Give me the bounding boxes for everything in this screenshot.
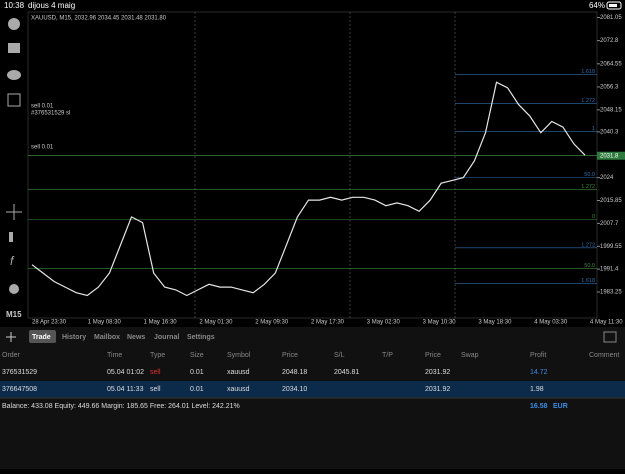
column-header: T/P [382,352,393,359]
crosshair-icon[interactable] [6,204,22,220]
cell-sl[interactable]: 2045.81 [334,369,359,376]
cell-price[interactable]: 2034.10 [282,386,307,393]
y-tick-label: 2081.05 [600,15,622,21]
y-tick-label: 2072.8 [600,38,619,44]
fib-label: 50.0 [584,172,595,178]
x-tick-label: 28 Apr 23:30 [32,320,67,326]
tab[interactable]: Journal [154,334,179,341]
fib-label: 1.272 [581,184,595,190]
column-header: Profit [530,352,546,359]
cell-order[interactable]: 376531529 [2,369,37,376]
y-tick-label: 2015.85 [600,198,622,204]
battery-icon [606,1,622,10]
cell-size[interactable]: 0.01 [190,369,204,376]
cell-current[interactable]: 2031.92 [425,369,450,376]
x-tick-label: 3 May 10:30 [423,320,457,326]
fib-label: 1 [592,126,595,132]
x-tick-label: 2 May 17:30 [311,320,345,326]
cell-type[interactable]: sell [150,369,161,376]
cell-current[interactable]: 2031.92 [425,386,450,393]
current-price-label: 2031.8 [600,153,619,159]
x-tick-label: 1 May 08:30 [88,320,122,326]
column-header: Symbol [227,352,251,359]
chart-header: XAUUSD, M15, 2032.96 2034.45 2031.48 203… [31,16,167,22]
battery-fill [609,4,617,7]
x-tick-label: 3 May 18:30 [478,320,512,326]
order-label: sell 0.01 [31,104,54,110]
column-header: Order [2,352,21,359]
cell-size[interactable]: 0.01 [190,386,204,393]
cell-profit[interactable]: 14.72 [530,369,548,376]
y-tick-label: 2024 [600,175,614,181]
x-tick-label: 3 May 02:30 [367,320,401,326]
cell-profit[interactable]: 1.98 [530,386,544,393]
x-tick-label: 4 May 11:30 [590,320,623,326]
y-tick-label: 2048.15 [600,107,622,113]
period-separators [194,12,456,318]
y-tick-label: 2007.7 [600,221,619,227]
column-header: Type [150,352,165,359]
objects-icon[interactable] [9,284,19,294]
x-tick-label: 4 May 03:30 [534,320,568,326]
column-header: S/L [334,352,345,359]
cell-price[interactable]: 2048.18 [282,369,307,376]
chat-icon[interactable] [7,70,21,80]
tab[interactable]: Trade [32,334,51,341]
date: dijous 4 maig [28,1,75,10]
add-icon[interactable] [7,93,21,107]
sidebar: f [6,18,22,294]
cell-time[interactable]: 05.04 11:33 [107,386,144,393]
fib-label: 1.272 [581,98,595,104]
cell-symbol[interactable]: xauusd [227,386,250,393]
x-tick-label: 2 May 09:30 [255,320,289,326]
fib-label: 1.272 [581,242,595,248]
fib-label: 50.0 [584,263,595,269]
tab[interactable]: History [62,334,86,341]
cell-time[interactable]: 05.04 01:02 [107,369,144,376]
cell-symbol[interactable]: xauusd [227,369,250,376]
selected-row [0,381,625,398]
tab-selected [29,330,56,343]
column-header: Price [425,352,441,359]
current-price-box [597,151,625,160]
x-tick-label: 1 May 16:30 [144,320,178,326]
layout-button[interactable] [603,331,617,343]
price-line [31,81,586,297]
account-icon[interactable] [8,18,20,30]
candles-icon[interactable] [9,232,13,242]
order-label: #376531529 sl [31,111,70,117]
y-tick-label: 1991.4 [600,267,619,273]
battery: 64% [589,1,605,10]
column-header: Price [282,352,298,359]
y-tick-label: 2064.55 [600,61,622,67]
indicator-icon[interactable]: f [10,254,15,268]
balance: Balance: 433.08 Equity: 449.66 Margin: 1… [2,403,240,410]
chart-frame [27,11,598,319]
y-tick-label: 2040.3 [600,129,619,135]
fib-label: 1.618 [581,69,595,75]
y-tick-label: 1999.55 [600,244,622,250]
y-tick-label: 1983.25 [600,290,622,296]
order-label: sell 0.01 [31,145,54,151]
column-header: Size [190,352,204,359]
cell-order[interactable]: 376647508 [2,386,37,393]
cell-type[interactable]: sell [150,386,161,393]
column-header: Swap [461,352,479,359]
fib-label: 0 [592,214,595,220]
total-profit: 16.58 [530,403,548,410]
y-tick-label: 2056.3 [600,85,619,91]
column-header: Time [107,352,122,359]
x-tick-label: 2 May 01:30 [199,320,233,326]
tab[interactable]: News [127,334,145,341]
currency: EUR [553,403,568,410]
fib-label: 1.618 [581,278,595,284]
clock: 10:38 [4,1,25,10]
tab[interactable]: Mailbox [94,334,120,341]
tab[interactable]: Settings [187,334,215,341]
timeframe[interactable]: M15 [6,310,22,319]
trade-icon[interactable] [8,43,20,53]
column-header: Comment [589,352,619,359]
new-order[interactable] [6,332,16,342]
